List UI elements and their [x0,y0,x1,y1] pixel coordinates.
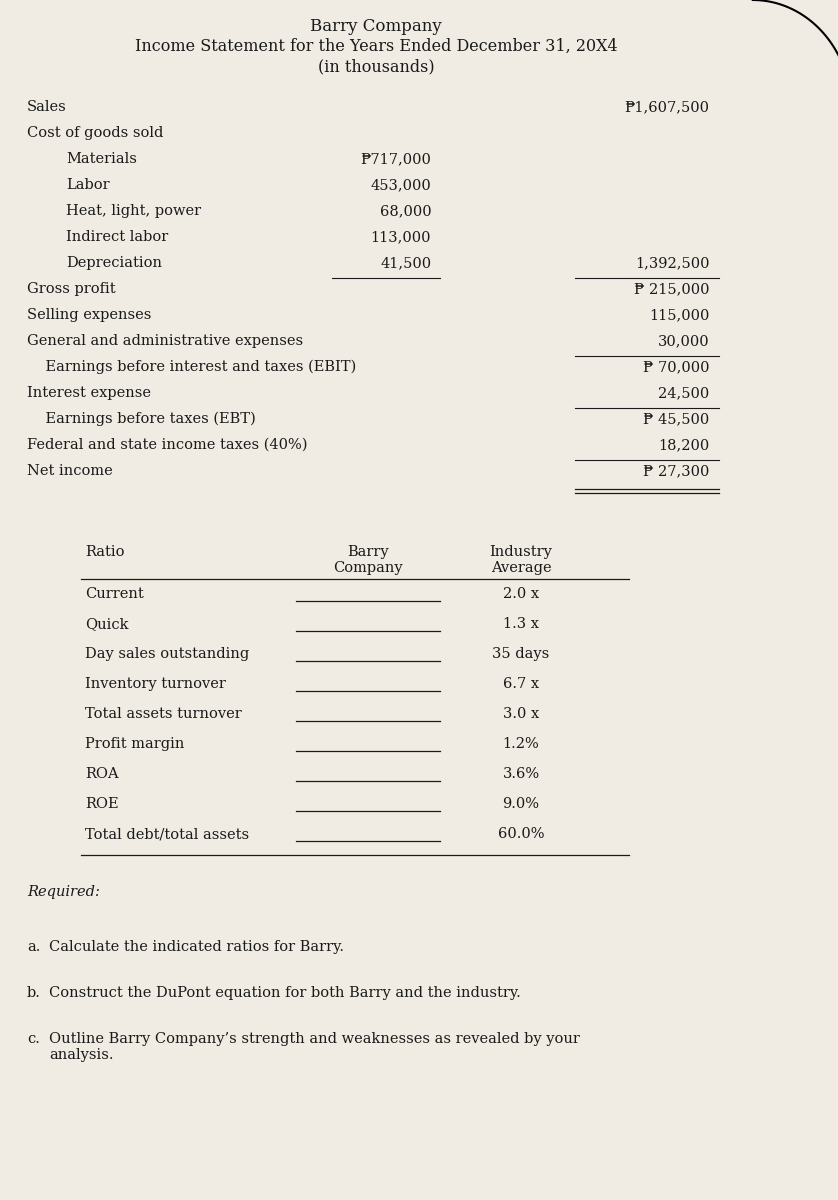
Text: Net income: Net income [27,464,112,478]
Text: 1.3 x: 1.3 x [503,617,539,631]
Text: 41,500: 41,500 [380,256,432,270]
Text: Quick: Quick [85,617,129,631]
Text: Selling expenses: Selling expenses [27,308,152,322]
Text: 453,000: 453,000 [370,178,432,192]
Text: Calculate the indicated ratios for Barry.: Calculate the indicated ratios for Barry… [49,940,344,954]
Text: 115,000: 115,000 [649,308,710,322]
Text: 68,000: 68,000 [380,204,432,218]
Text: 113,000: 113,000 [370,230,432,244]
Text: ROA: ROA [85,767,119,781]
Text: ₱1,607,500: ₱1,607,500 [624,100,710,114]
Text: Ratio: Ratio [85,545,125,559]
Text: Materials: Materials [66,152,137,166]
Text: 30,000: 30,000 [658,334,710,348]
Text: a.: a. [27,940,40,954]
Text: Interest expense: Interest expense [27,386,151,400]
Text: Federal and state income taxes (40%): Federal and state income taxes (40%) [27,438,308,452]
Text: Earnings before interest and taxes (EBIT): Earnings before interest and taxes (EBIT… [27,360,356,374]
Text: 1,392,500: 1,392,500 [635,256,710,270]
Text: Inventory turnover: Inventory turnover [85,677,226,691]
Text: Earnings before taxes (EBT): Earnings before taxes (EBT) [27,412,256,426]
Text: Day sales outstanding: Day sales outstanding [85,647,250,661]
Text: ₱717,000: ₱717,000 [360,152,432,166]
Text: Industry: Industry [489,545,552,559]
Text: 3.0 x: 3.0 x [503,707,539,721]
Text: Sales: Sales [27,100,67,114]
Text: ₱ 27,300: ₱ 27,300 [644,464,710,478]
Text: 18,200: 18,200 [659,438,710,452]
Text: b.: b. [27,986,41,1000]
Text: Required:: Required: [27,886,100,899]
Text: (in thousands): (in thousands) [318,58,435,74]
Text: 9.0%: 9.0% [503,797,540,811]
Text: Barry Company: Barry Company [311,18,442,35]
Text: Barry: Barry [348,545,389,559]
Text: analysis.: analysis. [49,1048,114,1062]
Text: Construct the DuPont equation for both Barry and the industry.: Construct the DuPont equation for both B… [49,986,521,1000]
Text: 6.7 x: 6.7 x [503,677,539,691]
Text: 2.0 x: 2.0 x [503,587,539,601]
Text: ₱ 70,000: ₱ 70,000 [643,360,710,374]
Text: Profit margin: Profit margin [85,737,184,751]
Text: 3.6%: 3.6% [503,767,540,781]
Text: Company: Company [334,560,403,575]
Text: Average: Average [491,560,551,575]
Text: ₱ 45,500: ₱ 45,500 [644,412,710,426]
Text: Gross profit: Gross profit [27,282,116,296]
Text: Depreciation: Depreciation [66,256,163,270]
Text: 24,500: 24,500 [659,386,710,400]
Text: Total assets turnover: Total assets turnover [85,707,242,721]
Text: Labor: Labor [66,178,110,192]
Text: Total debt/total assets: Total debt/total assets [85,827,250,841]
Text: Indirect labor: Indirect labor [66,230,168,244]
Text: Cost of goods sold: Cost of goods sold [27,126,163,140]
Text: Income Statement for the Years Ended December 31, 20X4: Income Statement for the Years Ended Dec… [135,38,618,55]
Text: General and administrative expenses: General and administrative expenses [27,334,303,348]
Text: 1.2%: 1.2% [503,737,540,751]
Text: 60.0%: 60.0% [498,827,544,841]
Text: c.: c. [27,1032,40,1046]
Text: Heat, light, power: Heat, light, power [66,204,202,218]
Text: 35 days: 35 days [493,647,550,661]
Text: ROE: ROE [85,797,119,811]
Text: Current: Current [85,587,144,601]
Text: Outline Barry Company’s strength and weaknesses as revealed by your: Outline Barry Company’s strength and wea… [49,1032,580,1046]
Text: ₱ 215,000: ₱ 215,000 [634,282,710,296]
